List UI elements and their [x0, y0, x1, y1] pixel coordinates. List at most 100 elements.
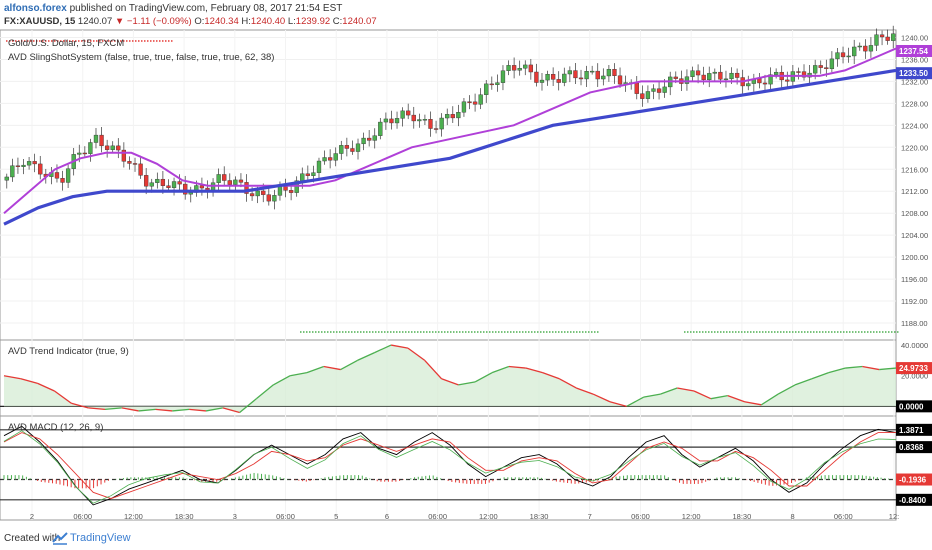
candle-body [322, 157, 327, 162]
signal-dot [351, 331, 353, 333]
candle-body [712, 71, 717, 74]
signal-dot [369, 331, 371, 333]
signal-dot [693, 331, 695, 333]
signal-dot [558, 331, 560, 333]
signal-dot [597, 331, 599, 333]
candle-body [857, 45, 862, 48]
candle-body [155, 178, 160, 183]
signal-dot [528, 331, 530, 333]
candle-body [450, 114, 455, 119]
trend-segment [761, 393, 779, 406]
tradingview-logo-icon [52, 532, 68, 545]
signal-dot [138, 40, 140, 42]
candle-body [361, 137, 366, 145]
signal-dot [411, 331, 413, 333]
candle-body [171, 181, 177, 188]
price-tick-label: 1188.00 [901, 319, 928, 328]
signal-dot [96, 40, 98, 42]
trend-segment [272, 375, 291, 386]
signal-dot [48, 40, 50, 42]
candle-body [885, 36, 890, 41]
signal-dot [63, 40, 65, 42]
candle-body [32, 161, 37, 165]
signal-dot [723, 331, 725, 333]
trend-segment [205, 407, 223, 412]
signal-dot [69, 40, 71, 42]
signal-dot [807, 331, 809, 333]
trend-segment [155, 408, 173, 412]
signal-dot [39, 40, 41, 42]
signal-dot [81, 40, 83, 42]
candle-body [701, 74, 706, 81]
signal-dot [75, 40, 77, 42]
candle-body [662, 86, 667, 93]
signal-dot [12, 40, 14, 42]
tradingview-link[interactable]: TradingView [70, 532, 131, 544]
signal-dot [801, 331, 803, 333]
signal-dot [786, 331, 788, 333]
price-tick-label: 1228.00 [901, 99, 928, 108]
candle-body [528, 64, 533, 73]
signal-dot [9, 40, 11, 42]
signal-dot [78, 40, 80, 42]
trend-segment [104, 407, 122, 411]
trend-segment [306, 365, 324, 374]
trend-segment [474, 372, 493, 383]
signal-dot [345, 331, 347, 333]
signal-dot [840, 331, 842, 333]
candle-body [355, 143, 361, 152]
signal-dot [699, 331, 701, 333]
signal-dot [510, 331, 512, 333]
trend-segment [121, 407, 139, 412]
publish-line: alfonso.forex published on TradingView.c… [4, 3, 342, 14]
trend-segment [777, 384, 796, 395]
author-link[interactable]: alfonso.forex [4, 3, 67, 14]
trend-segment [592, 393, 611, 403]
trend-segment [3, 375, 21, 380]
signal-dot [888, 331, 890, 333]
ohlc-line: FX:XAUUSD, 15 1240.07 ▼ −1.11 (−0.09%) O… [4, 16, 377, 27]
signal-dot [306, 331, 308, 333]
candle-body [383, 118, 389, 123]
trend-segment [289, 371, 308, 377]
candle-body [545, 74, 550, 81]
chart-header: alfonso.forex published on TradingView.c… [0, 0, 932, 30]
signal-dot [585, 331, 587, 333]
ema-slow-line [3, 68, 897, 226]
signal-dot [816, 331, 818, 333]
signal-dot [111, 40, 113, 42]
signal-dot [687, 331, 689, 333]
candle-body [288, 190, 294, 193]
candle-body [612, 69, 617, 76]
candle-body [389, 118, 394, 124]
candle-body [166, 185, 171, 188]
macd-badge-label: -0.8400 [899, 496, 927, 505]
trend-segment [37, 382, 55, 392]
chart-canvas[interactable]: 1240.00 1236.00 1232.00 1228.00 1224.00 1220.… [0, 0, 932, 528]
signal-dot [357, 331, 359, 333]
signal-dot [387, 331, 389, 333]
signal-dot [105, 40, 107, 42]
candle-body [684, 76, 690, 84]
signal-dot [162, 40, 164, 42]
time-tick-label: 12:00 [124, 512, 143, 521]
signal-dot [21, 40, 23, 42]
trend-segment [71, 402, 89, 409]
candle-body [729, 72, 734, 80]
candle-body [216, 174, 221, 183]
close-label: C: [332, 16, 343, 27]
signal-dot [399, 331, 401, 333]
macd-pane[interactable] [0, 415, 897, 521]
signal-dot [150, 40, 152, 42]
candle-body [601, 75, 606, 80]
signal-dot [462, 331, 464, 333]
candle-body [478, 94, 483, 105]
candle-body [550, 74, 556, 80]
candle-body [734, 72, 740, 78]
trend-segment [491, 365, 510, 374]
signal-dot [819, 331, 821, 333]
signal-dot [27, 40, 29, 42]
signal-dot [570, 331, 572, 333]
signal-dot [348, 331, 350, 333]
candle-body [99, 134, 104, 147]
